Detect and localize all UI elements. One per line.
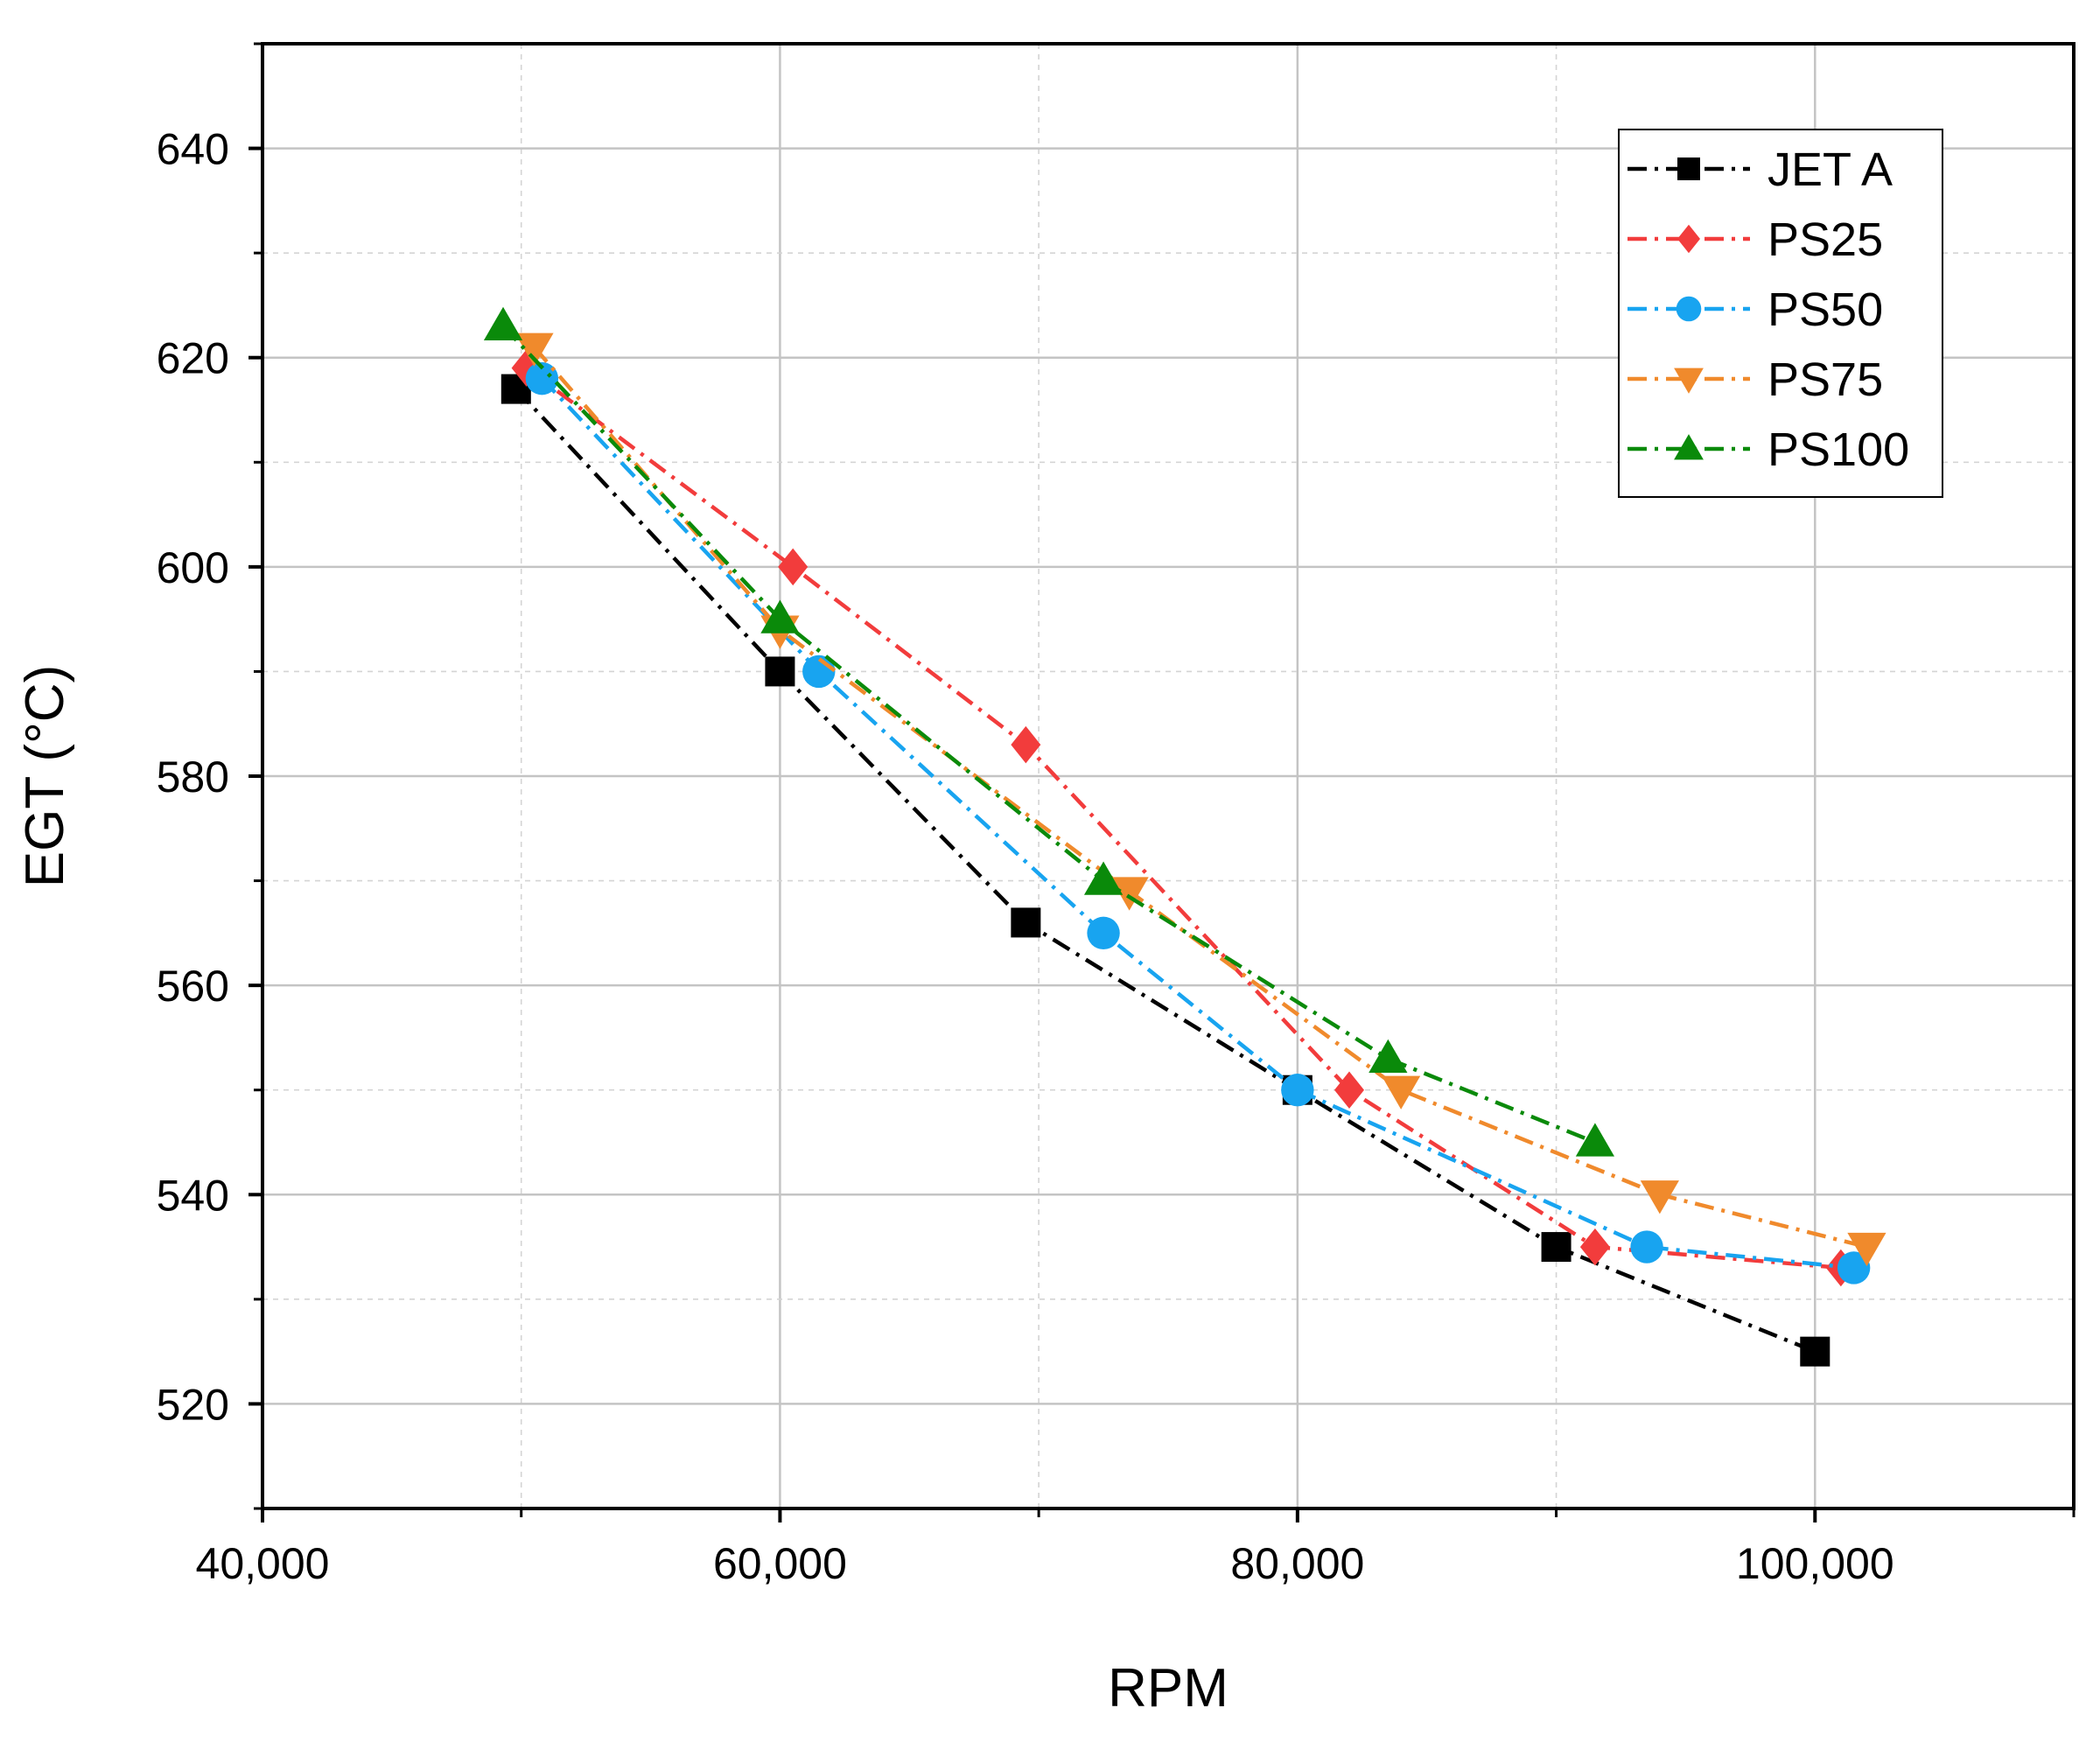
- data-point-ps100: [1368, 1039, 1408, 1073]
- data-point-jet-a: [1011, 907, 1041, 938]
- legend-label-ps75: PS75: [1768, 354, 1883, 406]
- legend-label-jet-a: JET A: [1768, 144, 1893, 196]
- data-point-jet-a: [765, 656, 795, 687]
- y-tick-label: 520: [157, 1380, 229, 1429]
- data-point-ps75: [1110, 877, 1149, 911]
- x-tick-label: 40,000: [196, 1539, 330, 1588]
- series-ps100: [483, 306, 1615, 1157]
- x-axis-title: RPM: [1108, 1658, 1228, 1718]
- data-point-ps75: [514, 332, 554, 367]
- y-tick-label: 640: [157, 125, 229, 174]
- legend-marker-jet-a: [1677, 158, 1700, 180]
- data-point-ps25: [1579, 1228, 1610, 1266]
- data-point-ps75: [1382, 1075, 1421, 1110]
- y-tick-label: 600: [157, 543, 229, 592]
- x-tick-label: 100,000: [1736, 1539, 1894, 1588]
- legend-label-ps25: PS25: [1768, 214, 1883, 266]
- data-point-ps100: [1083, 861, 1124, 895]
- data-point-ps100: [483, 306, 523, 340]
- y-tick-label: 540: [157, 1171, 229, 1220]
- y-tick-label: 620: [157, 334, 229, 383]
- legend-label-ps100: PS100: [1768, 424, 1909, 476]
- data-point-ps50: [1281, 1074, 1314, 1107]
- series-line-ps75: [532, 346, 1867, 1250]
- data-point-ps50: [1630, 1230, 1663, 1264]
- legend: JET A PS25 PS50 PS75 PS100: [1618, 129, 1943, 498]
- x-tick-label: 80,000: [1230, 1539, 1364, 1588]
- data-point-ps50: [1837, 1251, 1871, 1284]
- data-point-ps50: [525, 361, 559, 396]
- data-point-ps25: [778, 548, 808, 586]
- data-point-ps75: [1847, 1232, 1886, 1267]
- data-point-ps100: [1575, 1123, 1615, 1157]
- y-tick-label: 560: [157, 962, 229, 1011]
- y-tick-label: 580: [157, 752, 229, 802]
- data-point-ps25: [1334, 1071, 1364, 1109]
- data-series: [483, 306, 1886, 1367]
- data-point-jet-a: [1800, 1336, 1830, 1367]
- legend-box: [1618, 129, 1943, 498]
- data-point-ps100: [760, 599, 800, 634]
- y-axis-title: EGT (°C): [15, 665, 75, 887]
- data-point-jet-a: [1541, 1232, 1572, 1263]
- legend-marker-ps75: [1674, 368, 1704, 394]
- data-point-ps75: [1640, 1180, 1679, 1214]
- x-tick-label: 60,000: [713, 1539, 847, 1588]
- legend-marker-ps50: [1676, 296, 1702, 322]
- data-point-ps50: [1087, 916, 1120, 950]
- series-line-jet-a: [514, 388, 1816, 1354]
- legend-marker-ps25: [1677, 224, 1700, 254]
- legend-marker-ps100: [1674, 434, 1704, 460]
- axis-ticks: 40,000 60,000 80,000 100,000 520 540 560 580 600…: [157, 42, 2076, 1588]
- data-point-ps25: [1011, 725, 1041, 764]
- legend-label-ps50: PS50: [1768, 284, 1883, 336]
